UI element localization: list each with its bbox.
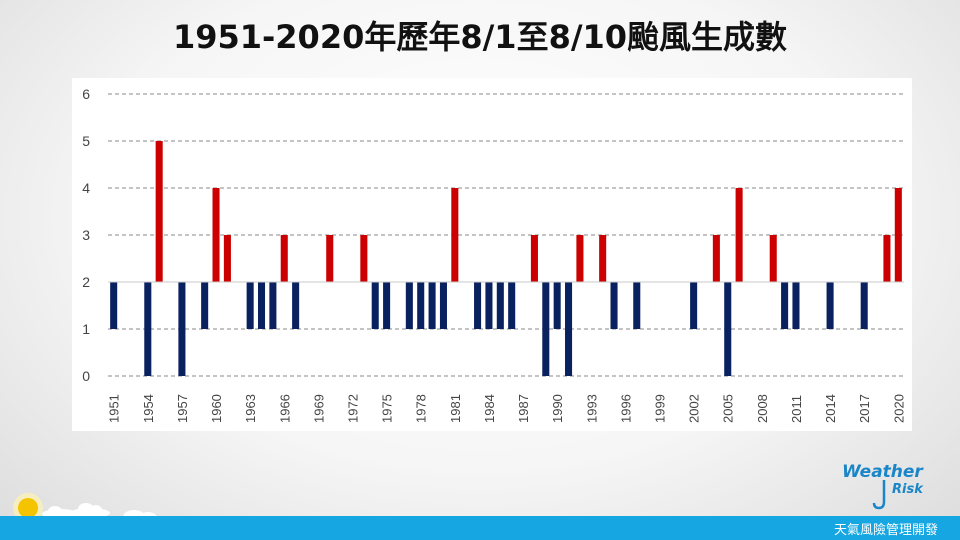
bar-2019 xyxy=(883,235,891,282)
y-tick-label: 6 xyxy=(82,86,90,102)
x-tick-label: 2005 xyxy=(721,394,736,423)
y-tick-label: 0 xyxy=(82,368,90,384)
bar-1963 xyxy=(246,282,254,329)
x-tick-label: 1951 xyxy=(107,394,122,423)
bar-1981 xyxy=(451,188,459,282)
x-tick-label: 2020 xyxy=(891,394,906,423)
bar-1984 xyxy=(485,282,493,329)
logo-risk-text: Risk xyxy=(892,482,923,497)
x-tick-label: 1993 xyxy=(584,394,599,423)
chart-title: 1951-2020年歷年8/1至8/10颱風生成數 xyxy=(172,18,788,56)
x-tick-label: 1981 xyxy=(448,394,463,423)
sun-icon xyxy=(13,493,43,523)
bar-1967 xyxy=(292,282,300,329)
bar-1983 xyxy=(474,282,482,329)
x-tick-label: 2002 xyxy=(687,394,702,423)
bar-1974 xyxy=(371,282,379,329)
bar-2009 xyxy=(769,235,777,282)
footer-text: 天氣風險管理開發 xyxy=(833,523,938,538)
bar-2011 xyxy=(792,282,800,329)
x-tick-label: 2011 xyxy=(789,395,804,423)
y-tick-label: 4 xyxy=(82,180,90,196)
bar-1989 xyxy=(542,282,550,376)
x-tick-label: 1954 xyxy=(141,394,156,423)
bar-1990 xyxy=(553,282,561,329)
bar-1978 xyxy=(417,282,425,329)
bar-1980 xyxy=(439,282,447,329)
x-tick-label: 2017 xyxy=(857,394,872,423)
chart-area: 0 1 2 3 4 5 6 1951 1954 1957 1960 1963 1966 1969 1972 1… xyxy=(72,78,912,431)
bar-1975 xyxy=(383,282,391,329)
x-tick-label: 2008 xyxy=(755,394,770,423)
x-tick-label: 2014 xyxy=(823,394,838,423)
bar-1977 xyxy=(405,282,413,329)
bar-1973 xyxy=(360,235,368,282)
bar-2020 xyxy=(894,188,902,282)
bar-1970 xyxy=(326,235,334,282)
x-tick-label: 1990 xyxy=(550,394,565,423)
bar-2017 xyxy=(860,282,868,329)
logo-weather-text: Weather xyxy=(842,462,923,482)
x-tick-label: 1957 xyxy=(175,394,190,423)
x-tick-label: 1972 xyxy=(345,394,360,423)
y-tick-label: 2 xyxy=(82,274,90,290)
bar-1994 xyxy=(599,235,607,282)
x-tick-label: 1984 xyxy=(482,394,497,423)
bar-1997 xyxy=(633,282,641,329)
bar-1991 xyxy=(565,282,573,376)
footer-bar: 天氣風險管理開發 xyxy=(0,516,960,540)
bar-1951 xyxy=(110,282,118,329)
bar-1966 xyxy=(280,235,288,282)
bar-1954 xyxy=(144,282,152,376)
umbrella-hook-icon xyxy=(872,480,886,510)
bar-1995 xyxy=(610,282,618,329)
y-tick-label: 3 xyxy=(82,227,90,243)
bar-2006 xyxy=(735,188,743,282)
x-tick-label: 1960 xyxy=(209,394,224,423)
x-tick-label: 1987 xyxy=(516,394,531,423)
bar-2010 xyxy=(781,282,789,329)
y-tick-label: 5 xyxy=(82,133,90,149)
x-tick-label: 1963 xyxy=(243,394,258,423)
x-tick-label: 1996 xyxy=(618,394,633,423)
bar-1988 xyxy=(530,235,538,282)
bar-1992 xyxy=(576,235,584,282)
x-tick-label: 1966 xyxy=(277,394,292,423)
bar-1959 xyxy=(201,282,209,329)
x-tick-label: 1969 xyxy=(311,394,326,423)
bar-1961 xyxy=(223,235,231,282)
bar-1965 xyxy=(269,282,277,329)
bar-1986 xyxy=(508,282,516,329)
bar-1985 xyxy=(496,282,504,329)
weather-risk-logo: Weather Risk xyxy=(842,462,942,517)
chart-svg: 0 1 2 3 4 5 6 1951 1954 1957 1960 1963 1966 1969 1972 1… xyxy=(82,86,906,423)
bar-2002 xyxy=(690,282,698,329)
bar-1960 xyxy=(212,188,220,282)
x-tick-label: 1999 xyxy=(653,394,668,423)
bar-2004 xyxy=(712,235,720,282)
y-tick-label: 1 xyxy=(82,321,90,337)
x-tick-label: 1975 xyxy=(380,394,395,423)
bar-1957 xyxy=(178,282,186,376)
bar-1964 xyxy=(257,282,266,329)
cloud-icon xyxy=(70,503,110,518)
bar-1979 xyxy=(428,282,436,329)
bar-1955 xyxy=(155,141,163,282)
bar-2014 xyxy=(826,282,834,329)
bar-2005 xyxy=(724,282,732,376)
x-tick-label: 1978 xyxy=(414,394,429,423)
